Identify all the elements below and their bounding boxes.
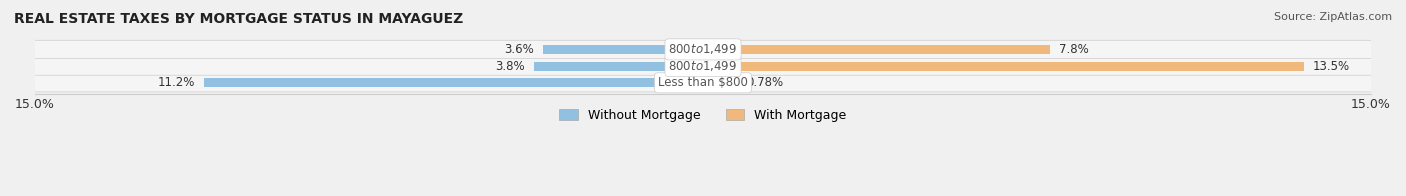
- Text: 11.2%: 11.2%: [157, 76, 195, 89]
- Text: 13.5%: 13.5%: [1313, 60, 1350, 73]
- Legend: Without Mortgage, With Mortgage: Without Mortgage, With Mortgage: [560, 109, 846, 122]
- Bar: [703, 78, 738, 87]
- Text: 3.8%: 3.8%: [495, 60, 524, 73]
- Text: Source: ZipAtlas.com: Source: ZipAtlas.com: [1274, 12, 1392, 22]
- Text: REAL ESTATE TAXES BY MORTGAGE STATUS IN MAYAGUEZ: REAL ESTATE TAXES BY MORTGAGE STATUS IN …: [14, 12, 464, 26]
- FancyBboxPatch shape: [32, 57, 1374, 75]
- FancyBboxPatch shape: [32, 40, 1374, 58]
- Text: Less than $800: Less than $800: [658, 76, 748, 89]
- Bar: [534, 62, 703, 71]
- Text: $800 to $1,499: $800 to $1,499: [668, 42, 738, 56]
- Text: $800 to $1,499: $800 to $1,499: [668, 59, 738, 73]
- FancyBboxPatch shape: [32, 74, 1374, 92]
- Bar: [703, 62, 1305, 71]
- Text: 3.6%: 3.6%: [503, 43, 534, 56]
- Bar: [204, 78, 703, 87]
- Text: 7.8%: 7.8%: [1059, 43, 1090, 56]
- Bar: [543, 45, 703, 54]
- Bar: [703, 45, 1050, 54]
- Text: 0.78%: 0.78%: [747, 76, 783, 89]
